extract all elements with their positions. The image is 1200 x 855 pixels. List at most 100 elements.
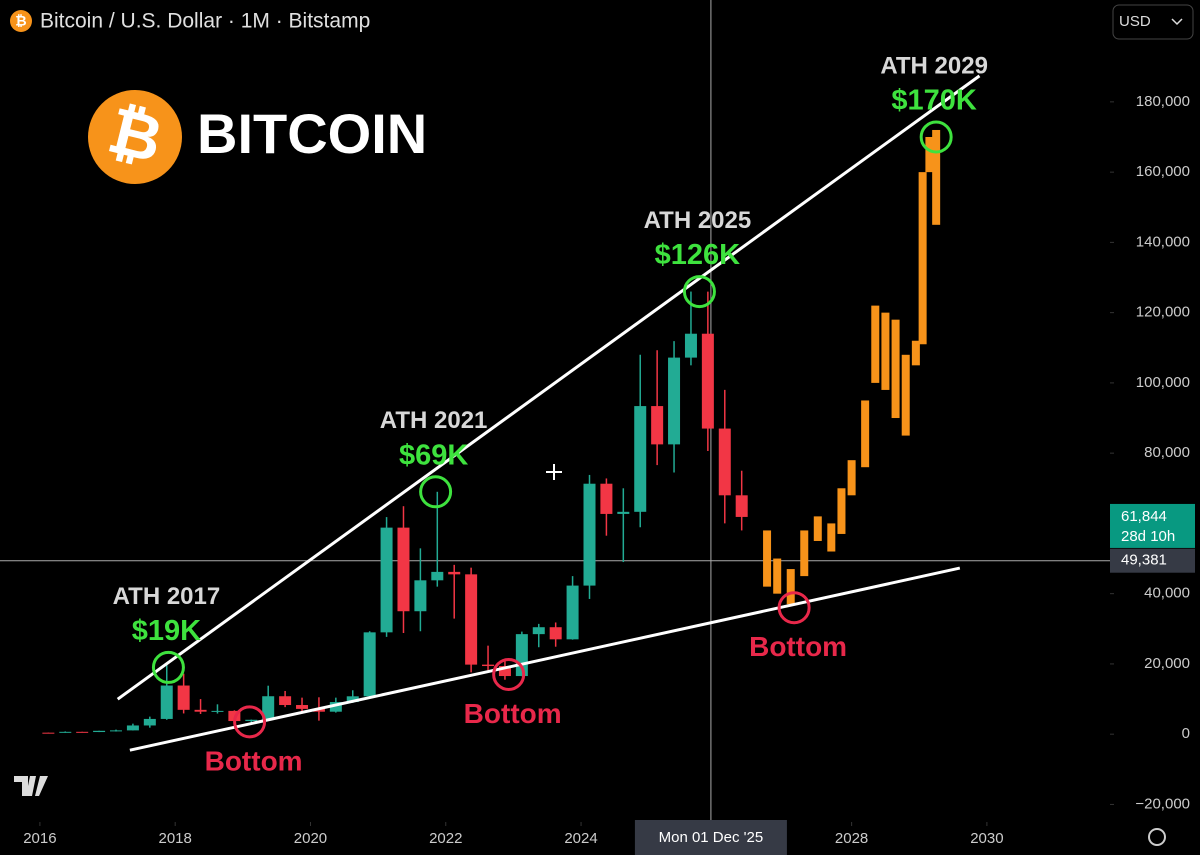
projection-bar [861,400,870,468]
candle-body [110,730,123,732]
annotation-value: $69K [399,439,468,471]
trendline [129,566,961,752]
last-price-box [1110,503,1195,548]
candle-body [617,511,630,514]
candle-body [532,627,545,635]
cursor [546,464,562,480]
y-tick-label: 80,000 [1144,444,1190,461]
crosshair-y-box [1110,548,1195,573]
currency-button[interactable] [1112,4,1194,40]
chevron [1171,18,1183,26]
candle-body [735,495,748,517]
candle-body [498,666,511,677]
candle-body [448,571,461,575]
projection-bar [932,129,941,225]
projection-bar [871,305,880,383]
candle-body [346,696,359,703]
candle-body [583,483,596,586]
annotation-circle [682,275,716,309]
candle-body [482,664,495,667]
x-tick-label: 2030 [970,830,1003,847]
annotation-label: Bottom [749,631,847,662]
candle-body [668,357,681,445]
y-tick-label: 160,000 [1136,163,1190,180]
projection-bar [773,558,782,594]
symbol-icon [10,10,32,32]
last-price-countdown: 28d 10h [1121,528,1175,545]
currency-label: USD [1119,13,1151,30]
candle-body [160,685,173,719]
projection-bar [881,312,890,390]
projection-bar [901,354,910,436]
projection-bar [918,172,927,345]
annotation-title: ATH 2025 [644,207,752,234]
candle-body [143,718,156,726]
candle-body [701,333,714,429]
x-tick-label: 2018 [159,830,192,847]
annotation-title: ATH 2021 [380,407,488,434]
projection-bar [847,460,856,496]
x-tick-label: 2016 [23,830,56,847]
projection-bar [891,319,900,419]
annotation-circle [492,657,526,691]
candle-body [42,732,55,734]
annotation-circle [419,475,453,509]
header-title: Bitcoin / U.S. Dollar · 1M · Bitstamp [40,10,370,33]
projection-bar [837,488,846,534]
y-tick-label: 120,000 [1136,304,1190,321]
annotation-circle [151,650,185,684]
candle-body [93,730,106,733]
annotation-label: Bottom [205,745,303,776]
candle-body [194,709,207,712]
annotation-value: $126K [655,239,741,271]
candle-body [126,725,139,731]
annotation-title: ATH 2017 [113,583,221,610]
logo-text: BITCOIN [197,102,427,165]
last-price: 61,844 [1121,508,1167,525]
y-tick-label: 40,000 [1144,585,1190,602]
candle-body [329,702,342,712]
x-tick-label: 2022 [429,830,462,847]
candle-body [296,705,309,709]
candle-body [397,527,410,612]
crosshair-x-label: Mon 01 Dec '25 [659,829,764,846]
candle-body [465,574,478,665]
candle-body [634,406,647,512]
candle-body [431,571,444,581]
candle-body [549,627,562,640]
y-tick-label: −20,000 [1135,795,1190,812]
candle-body [59,731,72,733]
logo-circle [88,90,182,184]
annotation-circle [777,591,811,625]
y-tick-label: 140,000 [1136,233,1190,250]
x-tick-label: 2028 [835,830,868,847]
annotation-circle [233,705,267,739]
y-tick-label: 180,000 [1136,93,1190,110]
annotation-title: ATH 2029 [880,52,988,79]
tv-mark [14,776,48,796]
settings-icon[interactable] [1148,828,1166,846]
projection-bar [763,530,772,587]
candle-body [600,483,613,514]
candle-body [177,685,190,710]
annotation-value: $19K [132,615,201,647]
symbol-glyph: ₿ [15,13,26,29]
x-tick-label: 2020 [294,830,327,847]
candle-body [363,632,376,697]
projection-bar [911,340,920,366]
projection-bar [786,569,795,605]
candle-body [76,731,89,733]
candle-body [651,406,664,445]
candle-body [211,710,224,712]
projection-bar [827,523,836,552]
y-tick-label: 100,000 [1136,374,1190,391]
candle-body [718,428,731,496]
crosshair-x-box [634,820,787,855]
projection-bar [800,530,809,577]
crosshair-y-label: 49,381 [1121,552,1167,569]
x-tick-label: 2024 [564,830,597,847]
trendline [116,74,981,701]
